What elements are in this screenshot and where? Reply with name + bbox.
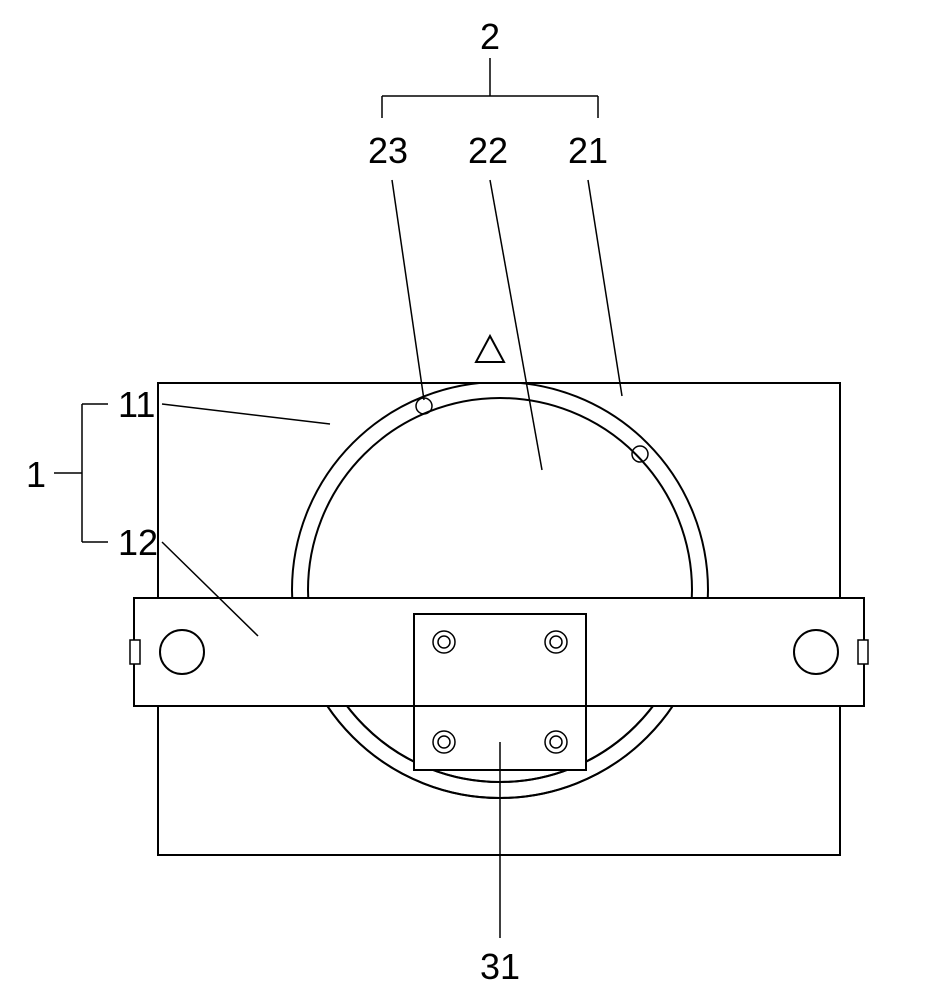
label-12: 12 <box>118 522 158 564</box>
label-21: 21 <box>568 130 608 172</box>
left-bracket <box>54 404 108 542</box>
label-2: 2 <box>480 16 500 58</box>
label-23: 23 <box>368 130 408 172</box>
leader-11 <box>162 404 330 424</box>
side-knob-right <box>794 630 838 674</box>
triangle-marker <box>476 336 504 362</box>
pin-hole-left <box>416 398 432 414</box>
leader-23 <box>392 180 424 400</box>
engineering-diagram: 2 23 22 21 1 11 12 31 <box>0 0 933 1000</box>
side-notch-right <box>858 640 868 664</box>
label-31: 31 <box>480 946 520 988</box>
label-1: 1 <box>26 454 46 496</box>
side-notch-left <box>130 640 140 664</box>
side-knob-left <box>160 630 204 674</box>
leader-22 <box>490 180 542 470</box>
label-11: 11 <box>118 384 155 426</box>
top-bracket <box>382 58 598 118</box>
leader-21 <box>588 180 622 396</box>
label-22: 22 <box>468 130 508 172</box>
diagram-svg <box>0 0 933 1000</box>
